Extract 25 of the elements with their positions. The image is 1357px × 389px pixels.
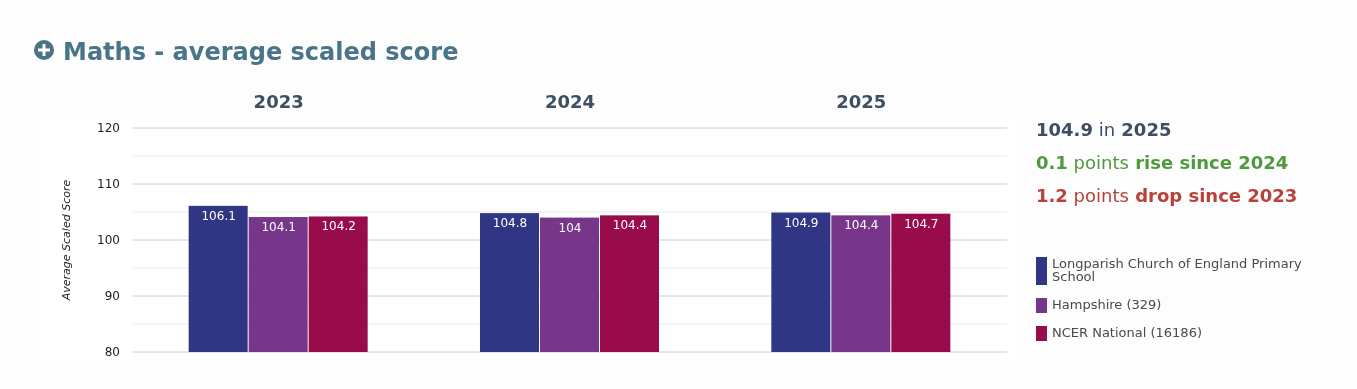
data-label: 104.9 bbox=[784, 215, 819, 230]
data-label: 104.2 bbox=[321, 219, 356, 234]
x-tick-label: 2025 bbox=[836, 91, 887, 112]
x-tick-label: 2023 bbox=[253, 91, 304, 112]
text: 0.1 points rise since 2024 bbox=[1036, 152, 1289, 173]
y-tick-label: 90 bbox=[104, 289, 120, 303]
y-tick-label: 110 bbox=[97, 177, 120, 191]
data-label: 104.8 bbox=[492, 216, 528, 231]
y-tick-label: 80 bbox=[104, 345, 120, 359]
legend-label: Longparish Church of England Primary School bbox=[1052, 256, 1303, 284]
data-label: 106.1 bbox=[201, 208, 236, 223]
data-label: 104.4 bbox=[612, 218, 648, 233]
y-tick-label: 120 bbox=[97, 121, 120, 135]
legend-label: NCER National (16186) bbox=[1052, 325, 1202, 340]
chart-title: Maths - average scaled score bbox=[63, 38, 459, 66]
text: 1.2 points drop since 2023 bbox=[1036, 185, 1298, 206]
legend-label: Hampshire (329) bbox=[1052, 297, 1162, 312]
x-tick-label: 2024 bbox=[544, 91, 596, 112]
y-tick-label: 100 bbox=[97, 233, 120, 247]
data-label: 104.7 bbox=[904, 216, 939, 231]
y-axis-title: Average Scaled Score bbox=[60, 179, 73, 302]
data-label: 104 bbox=[558, 220, 582, 235]
data-label: 104.4 bbox=[844, 218, 879, 233]
data-label: 104.1 bbox=[261, 220, 296, 235]
text: 104.9 in 2025 bbox=[1036, 119, 1172, 140]
